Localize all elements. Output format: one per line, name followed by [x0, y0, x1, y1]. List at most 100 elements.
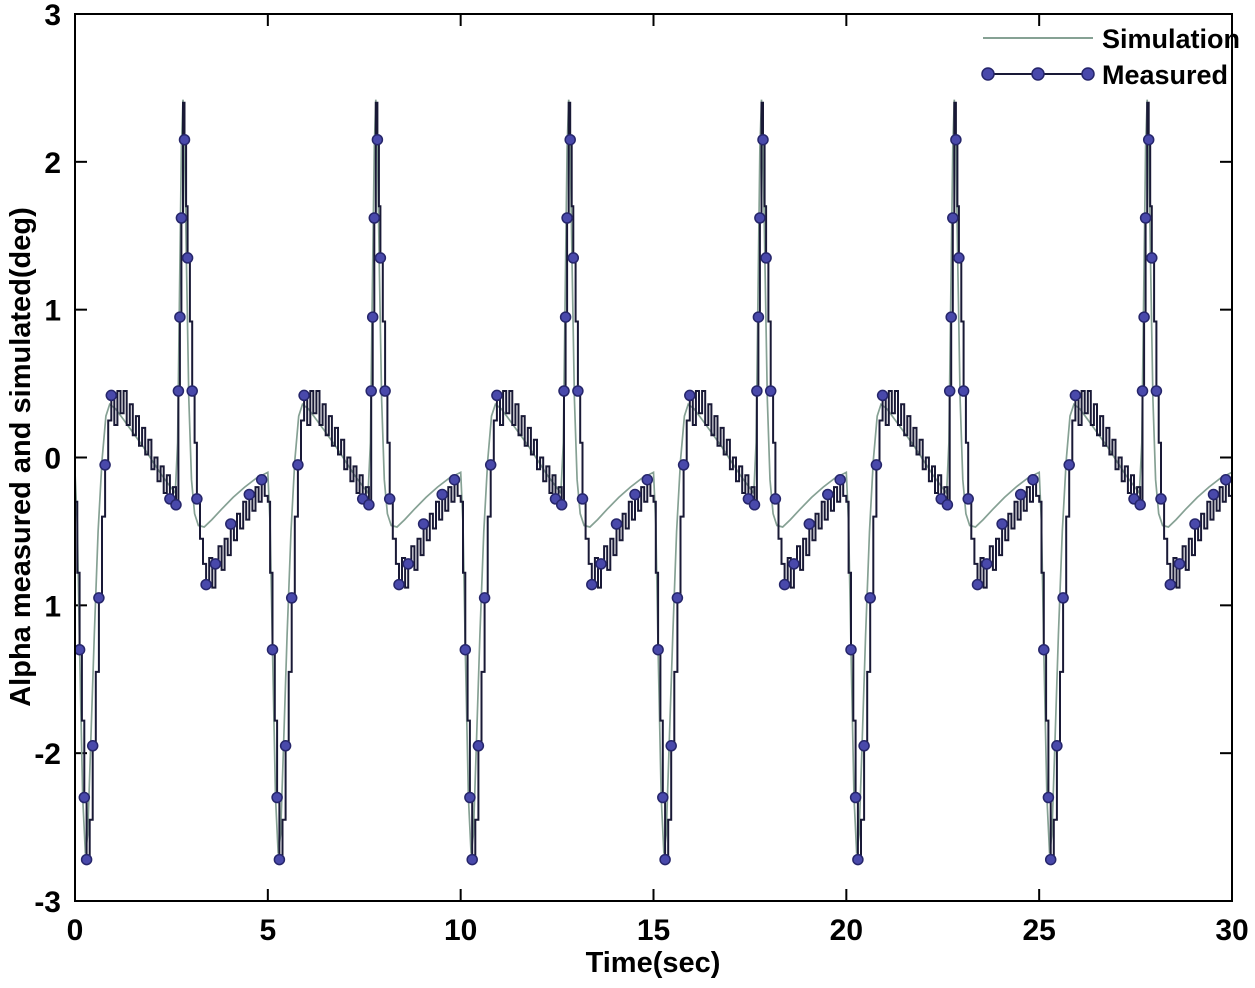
measured-marker	[971, 578, 984, 591]
measured-marker	[363, 499, 375, 511]
measured-marker	[849, 791, 862, 804]
x-tick-label: 0	[67, 914, 84, 947]
measured-marker	[788, 558, 800, 570]
measured-marker	[559, 311, 572, 323]
measured-marker	[393, 578, 405, 591]
measured-marker	[1014, 488, 1027, 501]
measured-marker	[671, 592, 684, 604]
legend-measured-marker-icon	[1031, 67, 1045, 81]
measured-marker	[1139, 212, 1152, 224]
y-tick-label: 0	[44, 443, 61, 476]
measured-marker	[751, 385, 763, 397]
measured-marker	[555, 499, 568, 511]
measured-marker	[86, 740, 99, 752]
measured-marker	[980, 558, 993, 570]
measured-marker	[941, 499, 954, 511]
measured-marker	[657, 791, 669, 804]
measured-marker	[436, 488, 448, 501]
series-measured-line	[75, 101, 1232, 861]
measured-marker	[822, 488, 834, 501]
measured-marker	[1207, 488, 1220, 501]
measured-marker	[491, 389, 503, 402]
measured-marker	[858, 740, 870, 752]
measured-marker	[748, 499, 761, 511]
x-axis-label: Time(sec)	[586, 947, 721, 979]
measured-marker	[1155, 493, 1167, 505]
measured-marker	[1146, 252, 1158, 264]
x-tick-label: 30	[1215, 914, 1248, 947]
measured-marker	[561, 212, 573, 224]
measured-marker	[186, 385, 198, 397]
measured-marker	[652, 643, 664, 656]
measured-marker	[448, 473, 461, 486]
measured-marker	[105, 389, 118, 402]
measured-marker	[75, 643, 86, 656]
legend-label-measured: Measured	[1102, 60, 1228, 90]
measured-marker	[1142, 133, 1155, 146]
y-tick-label: -2	[34, 738, 61, 771]
legend-label-simulation: Simulation	[1102, 24, 1240, 54]
measured-marker	[99, 459, 111, 471]
measured-marker	[174, 311, 186, 323]
measured-marker	[943, 385, 956, 397]
measured-marker	[1136, 385, 1149, 397]
measured-marker	[852, 853, 864, 866]
legend: Simulation Measured	[981, 24, 1240, 90]
measured-marker	[864, 592, 876, 604]
measured-marker	[684, 389, 696, 402]
measured-marker	[769, 493, 782, 505]
plot-frame	[74, 13, 1233, 902]
measured-marker	[200, 578, 212, 591]
measured-marker	[754, 212, 766, 224]
measured-marker	[1220, 473, 1232, 486]
measured-marker	[266, 643, 279, 656]
measured-marker	[271, 791, 283, 804]
measured-marker	[93, 592, 105, 604]
measured-marker	[595, 558, 607, 570]
measured-marker	[629, 488, 641, 501]
measured-marker	[255, 473, 268, 486]
measured-marker	[1150, 385, 1163, 397]
measured-marker	[285, 592, 298, 604]
measured-marker	[1134, 499, 1146, 511]
measured-marker	[564, 133, 576, 146]
x-tick-label: 15	[637, 914, 670, 947]
x-tick-label: 5	[259, 914, 276, 947]
measured-marker	[175, 212, 188, 224]
measured-marker	[191, 493, 203, 505]
measured-marker	[1051, 740, 1063, 752]
measured-marker	[172, 385, 185, 397]
measured-marker	[757, 133, 769, 146]
measured-marker	[181, 252, 194, 264]
measured-marker	[567, 252, 580, 264]
measured-marker	[1042, 791, 1055, 804]
measured-marker	[950, 133, 962, 146]
measured-marker	[576, 493, 589, 505]
measured-marker	[379, 385, 391, 397]
measured-marker	[209, 558, 222, 570]
measured-marker	[366, 311, 379, 323]
y-tick-label: -3	[34, 886, 61, 919]
measured-marker	[641, 473, 654, 486]
y-tick-label: 3	[44, 0, 61, 32]
measured-marker	[80, 853, 93, 866]
measured-marker	[803, 518, 816, 530]
x-tick-label: 20	[830, 914, 863, 947]
measured-marker	[586, 578, 598, 591]
measured-marker	[243, 488, 256, 501]
measured-marker	[957, 385, 970, 397]
measured-marker	[279, 740, 292, 752]
x-tick-label: 10	[444, 914, 477, 947]
measured-marker	[383, 493, 396, 505]
measured-marker	[1044, 853, 1057, 866]
measured-marker	[417, 518, 430, 530]
measured-marker	[752, 311, 765, 323]
measured-marker	[368, 212, 381, 224]
x-tick-label: 25	[1022, 914, 1055, 947]
measured-marker	[760, 252, 772, 264]
measured-marker	[996, 518, 1008, 530]
measured-marker	[365, 385, 377, 397]
measured-marker	[610, 518, 623, 530]
